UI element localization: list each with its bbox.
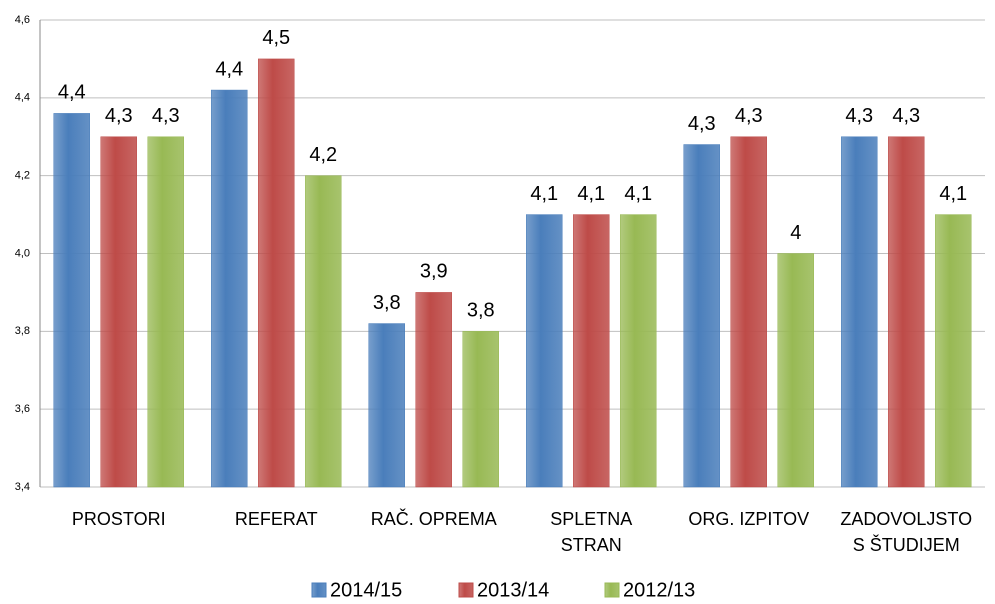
data-label: 4,3 (688, 113, 716, 135)
bar (462, 331, 499, 488)
bar (730, 136, 767, 488)
x-tick-label: PROSTORI (71, 509, 166, 529)
legend-swatch (458, 582, 474, 598)
y-tick-label: 4,4 (15, 92, 30, 104)
y-tick-label: 4,2 (15, 170, 30, 182)
legend-swatch (604, 582, 620, 598)
y-tick-label: 4,6 (15, 14, 30, 26)
bar (53, 113, 90, 488)
x-tick-label: RAČ. OPREMA (370, 509, 497, 529)
legend-swatch (311, 582, 327, 598)
bar (526, 214, 563, 488)
bar (935, 214, 972, 488)
bar (211, 89, 248, 488)
bar (777, 253, 814, 488)
data-label: 4 (790, 222, 801, 244)
bar (147, 136, 184, 488)
data-label: 4,1 (624, 183, 652, 205)
data-label: 4,3 (735, 105, 763, 127)
bar (573, 214, 610, 488)
data-label: 4,1 (577, 183, 605, 205)
bar (100, 136, 137, 488)
x-tick-label: REFERAT (234, 509, 318, 529)
data-label: 4,1 (939, 183, 967, 205)
data-label: 4,4 (215, 58, 243, 80)
data-label: 3,8 (467, 300, 495, 322)
data-label: 3,8 (373, 292, 401, 314)
bar (368, 323, 405, 488)
bar (841, 136, 878, 488)
legend-label: 2013/14 (477, 579, 549, 601)
bar (888, 136, 925, 488)
bar (305, 175, 342, 488)
x-tick-label: SPLETNA STRAN (550, 509, 633, 555)
data-label: 4,3 (892, 105, 920, 127)
y-tick-label: 3,6 (15, 403, 30, 415)
data-label: 4,2 (309, 144, 337, 166)
y-tick-label: 3,8 (15, 325, 30, 337)
data-label: 4,4 (58, 82, 86, 104)
bar (415, 292, 452, 488)
bar (683, 144, 720, 488)
data-label: 4,1 (530, 183, 558, 205)
bar (620, 214, 657, 488)
data-label: 4,3 (845, 105, 873, 127)
data-label: 4,3 (105, 105, 133, 127)
data-label: 3,9 (420, 261, 448, 283)
y-tick-label: 4,0 (15, 247, 30, 259)
x-tick-label: ZADOVOLJSTO S ŠTUDIJEM (840, 509, 973, 555)
data-label: 4,3 (152, 105, 180, 127)
legend-label: 2012/13 (623, 579, 695, 601)
y-tick-label: 3,4 (15, 481, 30, 493)
data-label: 4,5 (262, 27, 290, 49)
bar (258, 58, 295, 488)
legend-label: 2014/15 (330, 579, 402, 601)
x-tick-label: ORG. IZPITOV (688, 509, 810, 529)
